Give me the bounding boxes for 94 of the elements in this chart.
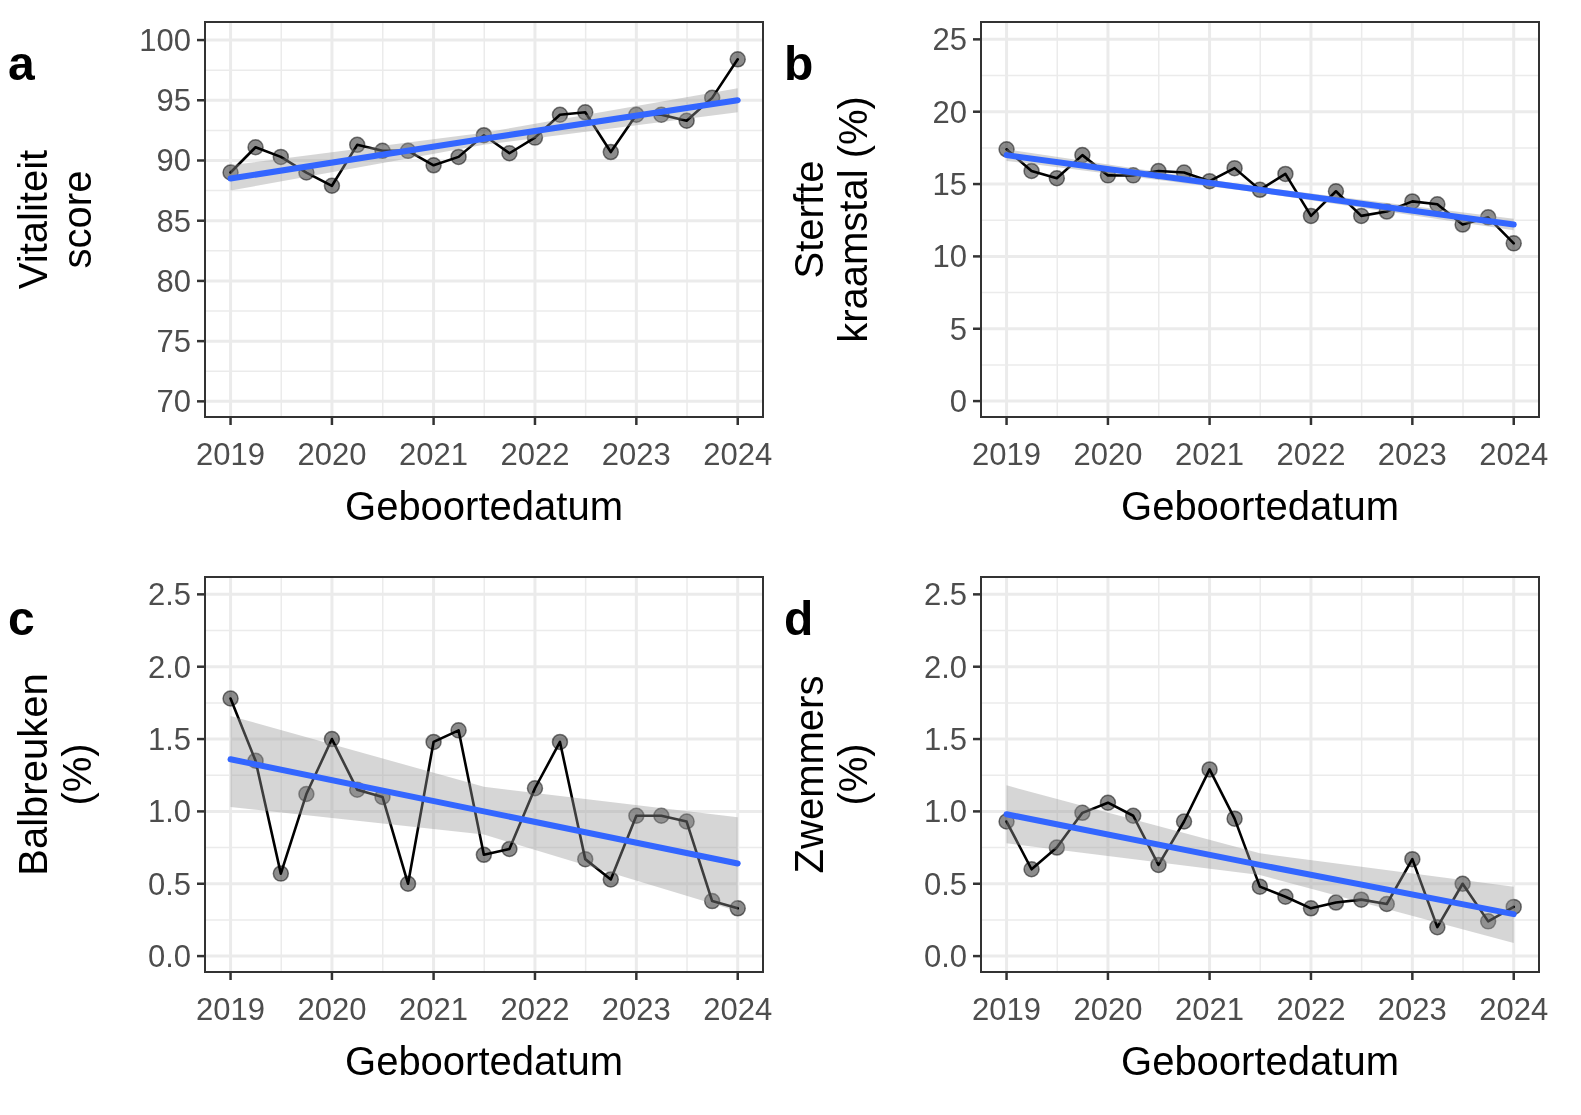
- x-tick-label: 2024: [1479, 992, 1549, 1027]
- point: [272, 865, 290, 882]
- x-tick-label: 2023: [601, 437, 671, 472]
- y-tick-label: 85: [156, 203, 191, 239]
- x-tick-label: 2023: [601, 992, 671, 1027]
- y-tick-label: 70: [156, 384, 191, 420]
- x-axis-title: Geboortedatum: [345, 1039, 623, 1083]
- point: [1226, 159, 1243, 177]
- x-tick-label: 2024: [703, 992, 773, 1027]
- point: [1277, 165, 1294, 183]
- x-tick-label: 2023: [1377, 992, 1447, 1027]
- point: [1505, 235, 1522, 252]
- point: [222, 690, 239, 707]
- point: [475, 846, 493, 864]
- point: [323, 177, 341, 195]
- y-tick-label: 0: [949, 383, 967, 419]
- point: [1175, 813, 1193, 830]
- point: [1251, 878, 1269, 895]
- point: [501, 840, 518, 858]
- y-tick-label: 80: [156, 263, 191, 299]
- y-tick-label: 25: [932, 22, 967, 58]
- x-tick-label: 2022: [500, 437, 570, 472]
- y-axis-title: Zwemmers (%): [787, 675, 875, 874]
- x-tick-label: 2019: [196, 992, 266, 1027]
- x-tick-label: 2020: [1073, 992, 1143, 1027]
- x-axis-title: Geboortedatum: [345, 484, 623, 528]
- point: [602, 143, 620, 161]
- y-tick-label: 5: [949, 311, 967, 347]
- chart-title: a: [8, 37, 35, 90]
- point: [1099, 794, 1117, 811]
- chart-title: d: [784, 592, 814, 645]
- y-tick-label: 1.0: [147, 794, 191, 830]
- y-axis-title: Sterfte kraamstal (%): [787, 96, 875, 343]
- y-tick-label: 75: [156, 323, 191, 359]
- x-tick-label: 2019: [196, 437, 266, 472]
- x-tick-label: 2020: [297, 437, 367, 472]
- point: [1302, 900, 1320, 917]
- y-tick-label: 20: [932, 94, 967, 130]
- point: [399, 875, 417, 892]
- x-tick-label: 2021: [399, 437, 469, 472]
- y-tick-label: 90: [156, 143, 191, 179]
- y-tick-label: 2.0: [923, 649, 967, 685]
- point: [450, 722, 467, 739]
- point: [450, 148, 467, 166]
- point: [729, 51, 746, 68]
- point: [1302, 207, 1320, 225]
- point: [425, 157, 442, 174]
- point: [1048, 170, 1066, 187]
- x-tick-label: 2023: [1377, 437, 1447, 472]
- y-axis-title: Balbreuken (%): [11, 673, 99, 876]
- point: [1327, 894, 1345, 911]
- y-tick-label: 2.5: [147, 577, 191, 613]
- x-axis-title: Geboortedatum: [1121, 484, 1399, 528]
- point: [1226, 810, 1243, 827]
- y-tick-label: 0.5: [147, 866, 191, 902]
- chart-title: b: [784, 37, 814, 90]
- x-tick-label: 2020: [297, 992, 367, 1027]
- x-tick-label: 2021: [399, 992, 469, 1027]
- x-tick-label: 2019: [972, 992, 1042, 1027]
- point: [1023, 861, 1040, 878]
- point: [1352, 207, 1370, 225]
- point: [1404, 850, 1421, 868]
- y-tick-label: 1.0: [923, 794, 967, 830]
- y-tick-label: 0.5: [923, 866, 967, 902]
- x-axis-title: Geboortedatum: [1121, 1039, 1399, 1083]
- point: [602, 871, 620, 888]
- x-tick-label: 2024: [1479, 437, 1549, 472]
- y-tick-label: 0.0: [923, 938, 967, 974]
- y-tick-label: 15: [932, 166, 967, 202]
- y-tick-label: 100: [139, 22, 191, 58]
- point: [1277, 888, 1294, 906]
- point: [501, 145, 518, 162]
- point: [551, 733, 569, 751]
- x-tick-label: 2022: [1276, 437, 1346, 472]
- y-tick-label: 2.5: [923, 577, 967, 613]
- x-tick-label: 2022: [500, 992, 570, 1027]
- x-tick-label: 2021: [1175, 992, 1245, 1027]
- y-tick-label: 95: [156, 83, 191, 119]
- y-tick-label: 0.0: [147, 938, 191, 974]
- x-tick-label: 2020: [1073, 437, 1143, 472]
- point: [1201, 761, 1218, 778]
- y-tick-label: 10: [932, 239, 967, 275]
- point: [1023, 162, 1040, 180]
- chart-title: c: [8, 592, 35, 645]
- x-tick-label: 2024: [703, 437, 773, 472]
- point: [425, 733, 442, 751]
- x-tick-label: 2022: [1276, 992, 1346, 1027]
- y-tick-label: 1.5: [923, 721, 967, 757]
- y-axis-title: Vitaliteit score: [11, 149, 99, 290]
- y-tick-label: 1.5: [147, 721, 191, 757]
- y-tick-label: 2.0: [147, 649, 191, 685]
- x-tick-label: 2019: [972, 437, 1042, 472]
- x-tick-label: 2021: [1175, 437, 1245, 472]
- point: [247, 138, 264, 156]
